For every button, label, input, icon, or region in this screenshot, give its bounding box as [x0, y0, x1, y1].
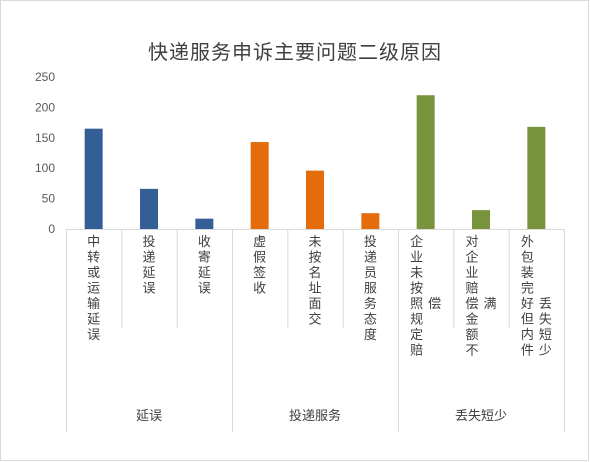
bar	[84, 128, 103, 229]
category-label: 虚假签收	[253, 235, 266, 297]
category-label: 外包装完好但内件丢失短少	[521, 235, 552, 359]
y-tick-label: 200	[35, 100, 55, 114]
category-label: 企业未按照规定赔偿	[410, 234, 441, 359]
y-tick-label: 150	[35, 131, 55, 145]
category-label: 投递员服务态度	[364, 234, 377, 343]
bar	[527, 126, 546, 229]
bar	[195, 218, 214, 229]
category-label: 未按名址面交	[308, 235, 321, 328]
group-label: 投递服务	[289, 408, 341, 424]
chart-title: 快递服务申诉主要问题二级原因	[148, 40, 442, 64]
y-tick-label: 250	[35, 70, 55, 84]
bar	[250, 142, 269, 229]
bar	[472, 210, 490, 229]
category-label: 收寄延误	[198, 235, 211, 297]
y-tick-label: 0	[48, 222, 55, 236]
bar	[361, 213, 380, 229]
bar	[306, 170, 324, 229]
category-label: 对企业赔偿金额不满	[465, 235, 496, 359]
category-label: 中转或运输延误	[87, 235, 100, 343]
y-tick-label: 50	[42, 192, 56, 206]
bar	[416, 95, 435, 230]
y-tick-label: 100	[35, 161, 55, 175]
group-label: 丢失短少	[455, 409, 507, 424]
category-label: 投递延误	[142, 234, 155, 297]
bar	[140, 188, 158, 229]
group-label: 延误	[136, 409, 162, 424]
